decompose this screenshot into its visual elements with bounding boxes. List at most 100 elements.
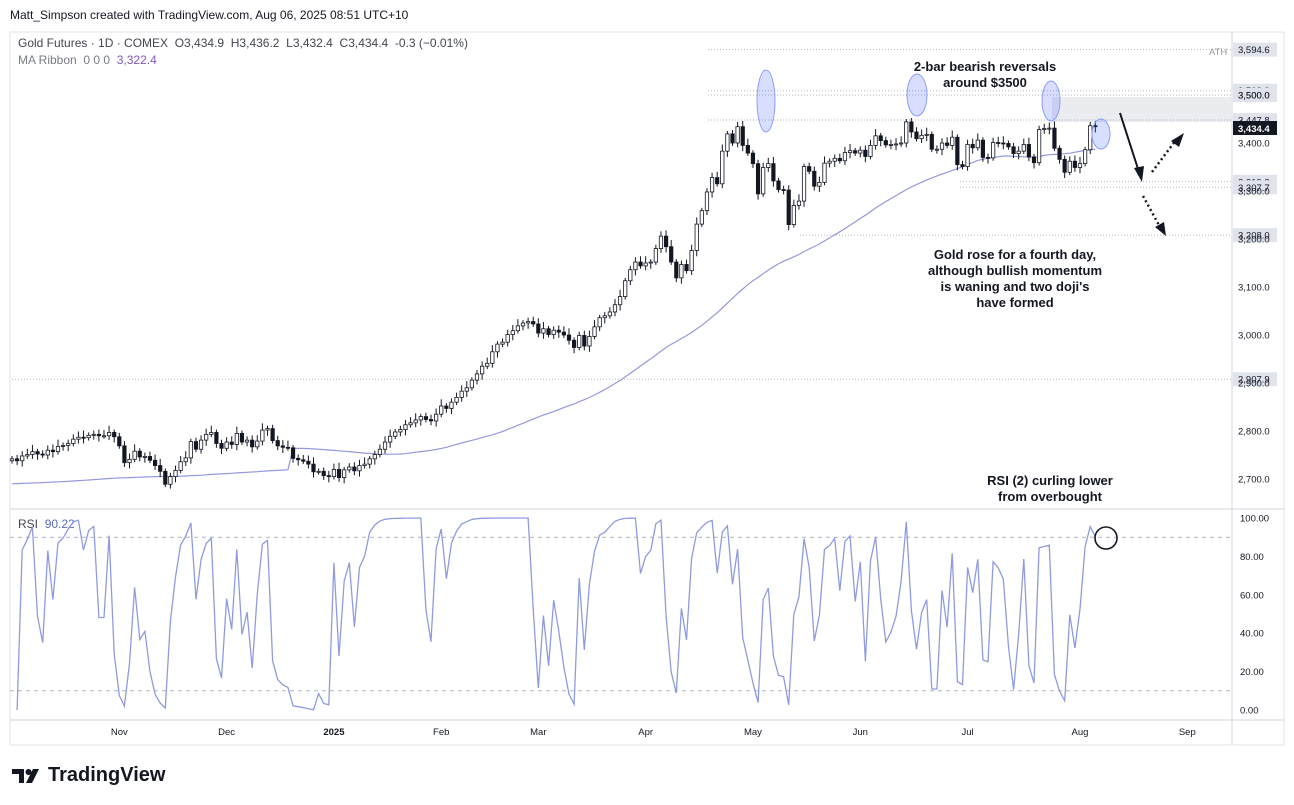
candle-body[interactable] [868, 144, 873, 157]
candle-body[interactable] [745, 144, 750, 154]
candle-body[interactable] [658, 235, 664, 249]
candle-body[interactable] [132, 450, 137, 460]
candle-body[interactable] [612, 304, 618, 313]
candle-body[interactable] [914, 131, 919, 140]
candle-body[interactable] [362, 463, 367, 466]
candle-body[interactable] [888, 144, 894, 146]
candle-body[interactable] [536, 323, 541, 334]
candle-body[interactable] [950, 136, 955, 146]
candle-body[interactable] [316, 470, 321, 473]
candle-body[interactable] [188, 441, 193, 459]
candle-body[interactable] [112, 432, 117, 438]
candle-body[interactable] [163, 470, 168, 485]
candle-body[interactable] [408, 422, 413, 426]
candle-body[interactable] [623, 280, 628, 298]
candle-body[interactable] [35, 451, 40, 455]
candle-body[interactable] [842, 152, 848, 162]
reversal-highlight-3[interactable] [1041, 80, 1061, 122]
candle-body[interactable] [152, 459, 158, 466]
candle-body[interactable] [173, 469, 178, 477]
candle-body[interactable] [1011, 146, 1016, 154]
candle-body[interactable] [755, 163, 761, 195]
candle-body[interactable] [106, 432, 112, 437]
candle-body[interactable] [587, 336, 592, 347]
candle-body[interactable] [965, 144, 970, 167]
candle-body[interactable] [648, 261, 653, 264]
resistance-zone[interactable] [1052, 97, 1232, 122]
candle-body[interactable] [1026, 144, 1031, 158]
candle-body[interactable] [280, 445, 285, 448]
candle-body[interactable] [275, 440, 280, 447]
candle-body[interactable] [505, 334, 510, 343]
symbol-name[interactable]: Gold Futures · 1D · COMEX [18, 36, 169, 50]
candle-body[interactable] [428, 419, 434, 422]
candle-body[interactable] [336, 468, 342, 478]
candle-body[interactable] [750, 152, 756, 165]
candle-body[interactable] [572, 339, 577, 348]
candle-body[interactable] [449, 401, 454, 409]
candle-body[interactable] [970, 144, 975, 149]
candle-body[interactable] [996, 142, 1001, 144]
candle-body[interactable] [863, 149, 868, 157]
candle-body[interactable] [382, 441, 388, 450]
candle-body[interactable] [117, 436, 122, 447]
candle-body[interactable] [566, 334, 572, 341]
candle-body[interactable] [214, 432, 219, 444]
candle-body[interactable] [720, 150, 725, 185]
candle-body[interactable] [597, 317, 602, 328]
candle-body[interactable] [301, 459, 306, 462]
ma-ribbon-legend[interactable]: MA Ribbon 0 0 0 3,322.4 [18, 53, 157, 67]
doji-highlight[interactable] [1091, 118, 1111, 150]
bearish-dotted-arrow[interactable] [1141, 195, 1162, 228]
candle-body[interactable] [101, 435, 107, 438]
candle-body[interactable] [796, 200, 802, 206]
candle-body[interactable] [296, 457, 301, 461]
candle-body[interactable] [592, 326, 597, 337]
candle-body[interactable] [684, 264, 689, 272]
candle-body[interactable] [342, 469, 347, 478]
candle-body[interactable] [526, 321, 531, 324]
bearish-arrow[interactable] [1119, 112, 1140, 173]
candle-body[interactable] [495, 343, 500, 353]
candle-body[interactable] [899, 142, 904, 145]
candle-body[interactable] [909, 121, 914, 133]
candle-body[interactable] [1031, 156, 1037, 164]
candle-body[interactable] [158, 465, 163, 472]
candle-body[interactable] [96, 433, 101, 437]
candle-body[interactable] [265, 428, 270, 431]
candle-body[interactable] [168, 476, 173, 485]
candle-body[interactable] [326, 475, 331, 478]
candle-body[interactable] [740, 126, 745, 146]
candle-body[interactable] [198, 439, 204, 450]
candle-body[interactable] [459, 390, 464, 398]
reversal-highlight-1[interactable] [756, 69, 776, 133]
candle-body[interactable] [1077, 163, 1083, 168]
candle-body[interactable] [25, 454, 30, 457]
candle-body[interactable] [9, 458, 15, 462]
candle-body[interactable] [357, 465, 362, 472]
candle-body[interactable] [66, 443, 71, 446]
candle-body[interactable] [86, 434, 91, 439]
candle-body[interactable] [1057, 147, 1062, 160]
candle-body[interactable] [20, 455, 25, 462]
candle-body[interactable] [643, 262, 648, 267]
candle-body[interactable] [469, 379, 475, 389]
candle-body[interactable] [786, 189, 791, 225]
candle-body[interactable] [980, 139, 986, 158]
candle-body[interactable] [490, 351, 495, 364]
candle-body[interactable] [776, 180, 781, 190]
candle-body[interactable] [219, 443, 224, 449]
candle-body[interactable] [229, 441, 234, 445]
candle-body[interactable] [45, 449, 50, 456]
candle-body[interactable] [1021, 144, 1026, 152]
candle-body[interactable] [1067, 160, 1072, 173]
candle-body[interactable] [674, 261, 679, 279]
candle-body[interactable] [311, 463, 316, 473]
candle-body[interactable] [1016, 150, 1021, 154]
candle-body[interactable] [403, 424, 408, 430]
candle-body[interactable] [122, 445, 127, 464]
candle-body[interactable] [321, 470, 326, 477]
candle-body[interactable] [127, 458, 132, 464]
candle-body[interactable] [715, 177, 720, 185]
